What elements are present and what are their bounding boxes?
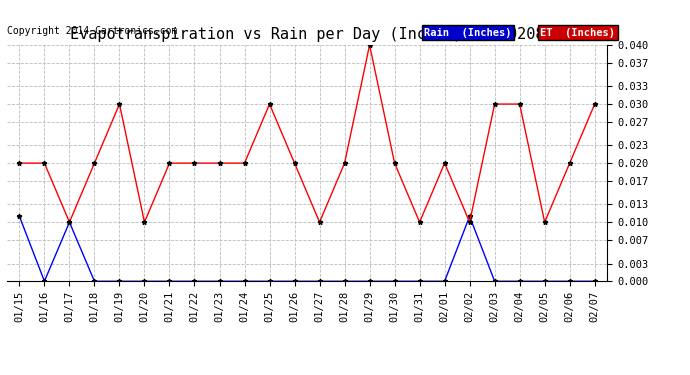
Title: Evapotranspiration vs Rain per Day (Inches) 20140208: Evapotranspiration vs Rain per Day (Inch… <box>70 27 544 42</box>
Text: Rain  (Inches): Rain (Inches) <box>424 28 512 38</box>
Text: ET  (Inches): ET (Inches) <box>540 28 615 38</box>
Text: Copyright 2014 Cartronics.com: Copyright 2014 Cartronics.com <box>7 26 177 36</box>
